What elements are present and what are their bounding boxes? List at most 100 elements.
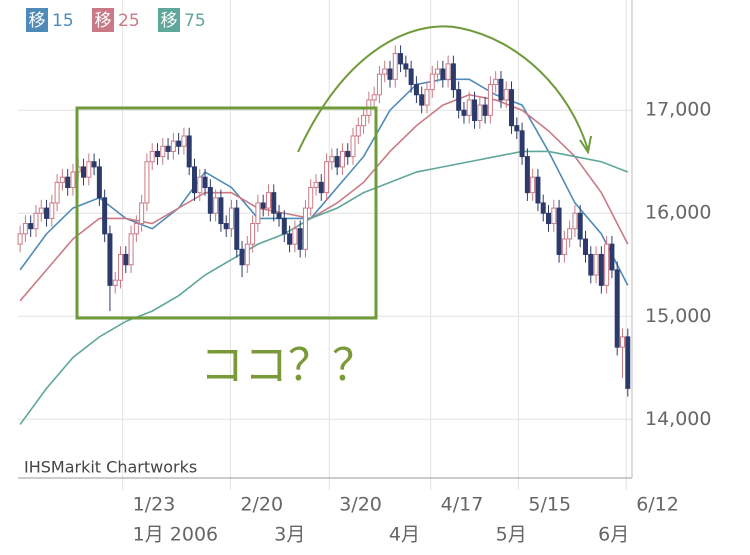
- candle-body: [239, 248, 245, 266]
- candle-body: [118, 253, 124, 281]
- candle-body: [461, 109, 467, 116]
- legend: 移 15 移 25 移 75: [26, 8, 206, 32]
- candle-body: [435, 68, 441, 75]
- candle-body: [22, 223, 28, 235]
- candle-body: [318, 181, 324, 194]
- candle-body: [91, 161, 97, 168]
- legend-swatch: [92, 8, 114, 32]
- moving-averages: [19, 78, 629, 425]
- candle-body: [619, 336, 625, 348]
- candle-body: [17, 233, 23, 245]
- candle-body: [567, 228, 573, 240]
- candle-body: [313, 181, 319, 188]
- candle-body: [403, 63, 409, 70]
- candle-body: [350, 135, 356, 158]
- x-tick-label: 1/23: [133, 494, 176, 516]
- candle-body: [191, 166, 197, 194]
- x-tick-label: 6/12: [636, 494, 679, 516]
- y-tick-label: 14,000: [645, 408, 711, 430]
- x-tick-label: 5/15: [528, 494, 571, 516]
- x-tick-label: 2/20: [240, 494, 283, 516]
- candle-body: [207, 186, 213, 214]
- candle-body: [556, 207, 562, 255]
- legend-swatch: [26, 8, 48, 32]
- candle-body: [255, 202, 261, 225]
- highlight-box: [75, 106, 378, 320]
- x-tick-label-secondary: 1月 2006: [133, 524, 218, 546]
- candle-body: [81, 166, 87, 178]
- candle-body: [65, 176, 71, 188]
- legend-marker: 移: [29, 11, 46, 31]
- candles: [17, 45, 631, 397]
- candle-body: [598, 253, 604, 286]
- candle-body: [614, 269, 620, 348]
- candle-body: [96, 166, 102, 199]
- candle-body: [514, 125, 520, 132]
- candle-body: [297, 228, 303, 250]
- candle-body: [371, 94, 377, 101]
- candle-body: [530, 176, 536, 194]
- candle-body: [265, 192, 271, 209]
- candle-body: [588, 253, 594, 276]
- candle-body: [49, 202, 55, 219]
- candle-body: [308, 186, 314, 209]
- candle-body: [577, 212, 583, 240]
- candle-body: [440, 68, 446, 80]
- candle-body: [561, 238, 567, 255]
- ma-line: [19, 93, 629, 302]
- watermark: IHSMarkit Chartworks: [24, 458, 197, 477]
- y-tick-label: 16,000: [645, 202, 711, 224]
- candle-body: [524, 156, 530, 194]
- candle-body: [165, 145, 171, 152]
- candle-body: [54, 181, 60, 204]
- candle-body: [419, 94, 425, 106]
- candle-body: [181, 135, 187, 147]
- candle-body: [128, 233, 134, 266]
- candle-body: [276, 212, 282, 219]
- candle-body: [149, 150, 155, 163]
- candle-body: [334, 156, 340, 168]
- legend-label: 25: [118, 11, 140, 31]
- candle-body: [572, 212, 578, 230]
- candle-body: [382, 68, 388, 75]
- arc-arrow: [297, 25, 589, 153]
- candle-body: [546, 212, 552, 225]
- candle-body: [260, 202, 266, 209]
- candle-body: [44, 207, 50, 219]
- candle-body: [609, 243, 615, 271]
- candle-body: [223, 223, 229, 230]
- candle-body: [160, 145, 166, 158]
- candle-body: [139, 202, 145, 225]
- candle-body: [324, 161, 330, 194]
- candle-body: [583, 238, 589, 255]
- candle-body: [376, 73, 382, 96]
- candle-body: [456, 89, 462, 111]
- candle-body: [424, 89, 430, 106]
- candle-body: [202, 176, 208, 188]
- candle-body: [604, 243, 610, 286]
- candle-body: [445, 63, 451, 80]
- candle-body: [107, 233, 113, 286]
- candle-body: [345, 150, 351, 158]
- legend-marker: 移: [95, 11, 112, 31]
- legend-label: 75: [184, 11, 206, 31]
- candle-body: [28, 223, 34, 230]
- candle-body: [477, 104, 483, 122]
- candle-body: [144, 161, 150, 204]
- arrow-head: [579, 135, 592, 155]
- x-tick-label: 3/20: [339, 494, 382, 516]
- candle-body: [70, 171, 76, 188]
- candle-body: [244, 243, 250, 266]
- y-tick-label: 15,000: [645, 305, 711, 327]
- candle-body: [271, 192, 277, 214]
- candle-body: [250, 223, 256, 245]
- candle-body: [355, 125, 361, 137]
- candle-body: [398, 53, 404, 65]
- candle-body: [503, 89, 509, 101]
- x-tick-label-secondary: 4月: [389, 524, 420, 546]
- annotation: ココ？？: [200, 340, 376, 391]
- candle-body: [551, 207, 557, 225]
- candle-body: [102, 197, 108, 235]
- candle-body: [33, 212, 39, 230]
